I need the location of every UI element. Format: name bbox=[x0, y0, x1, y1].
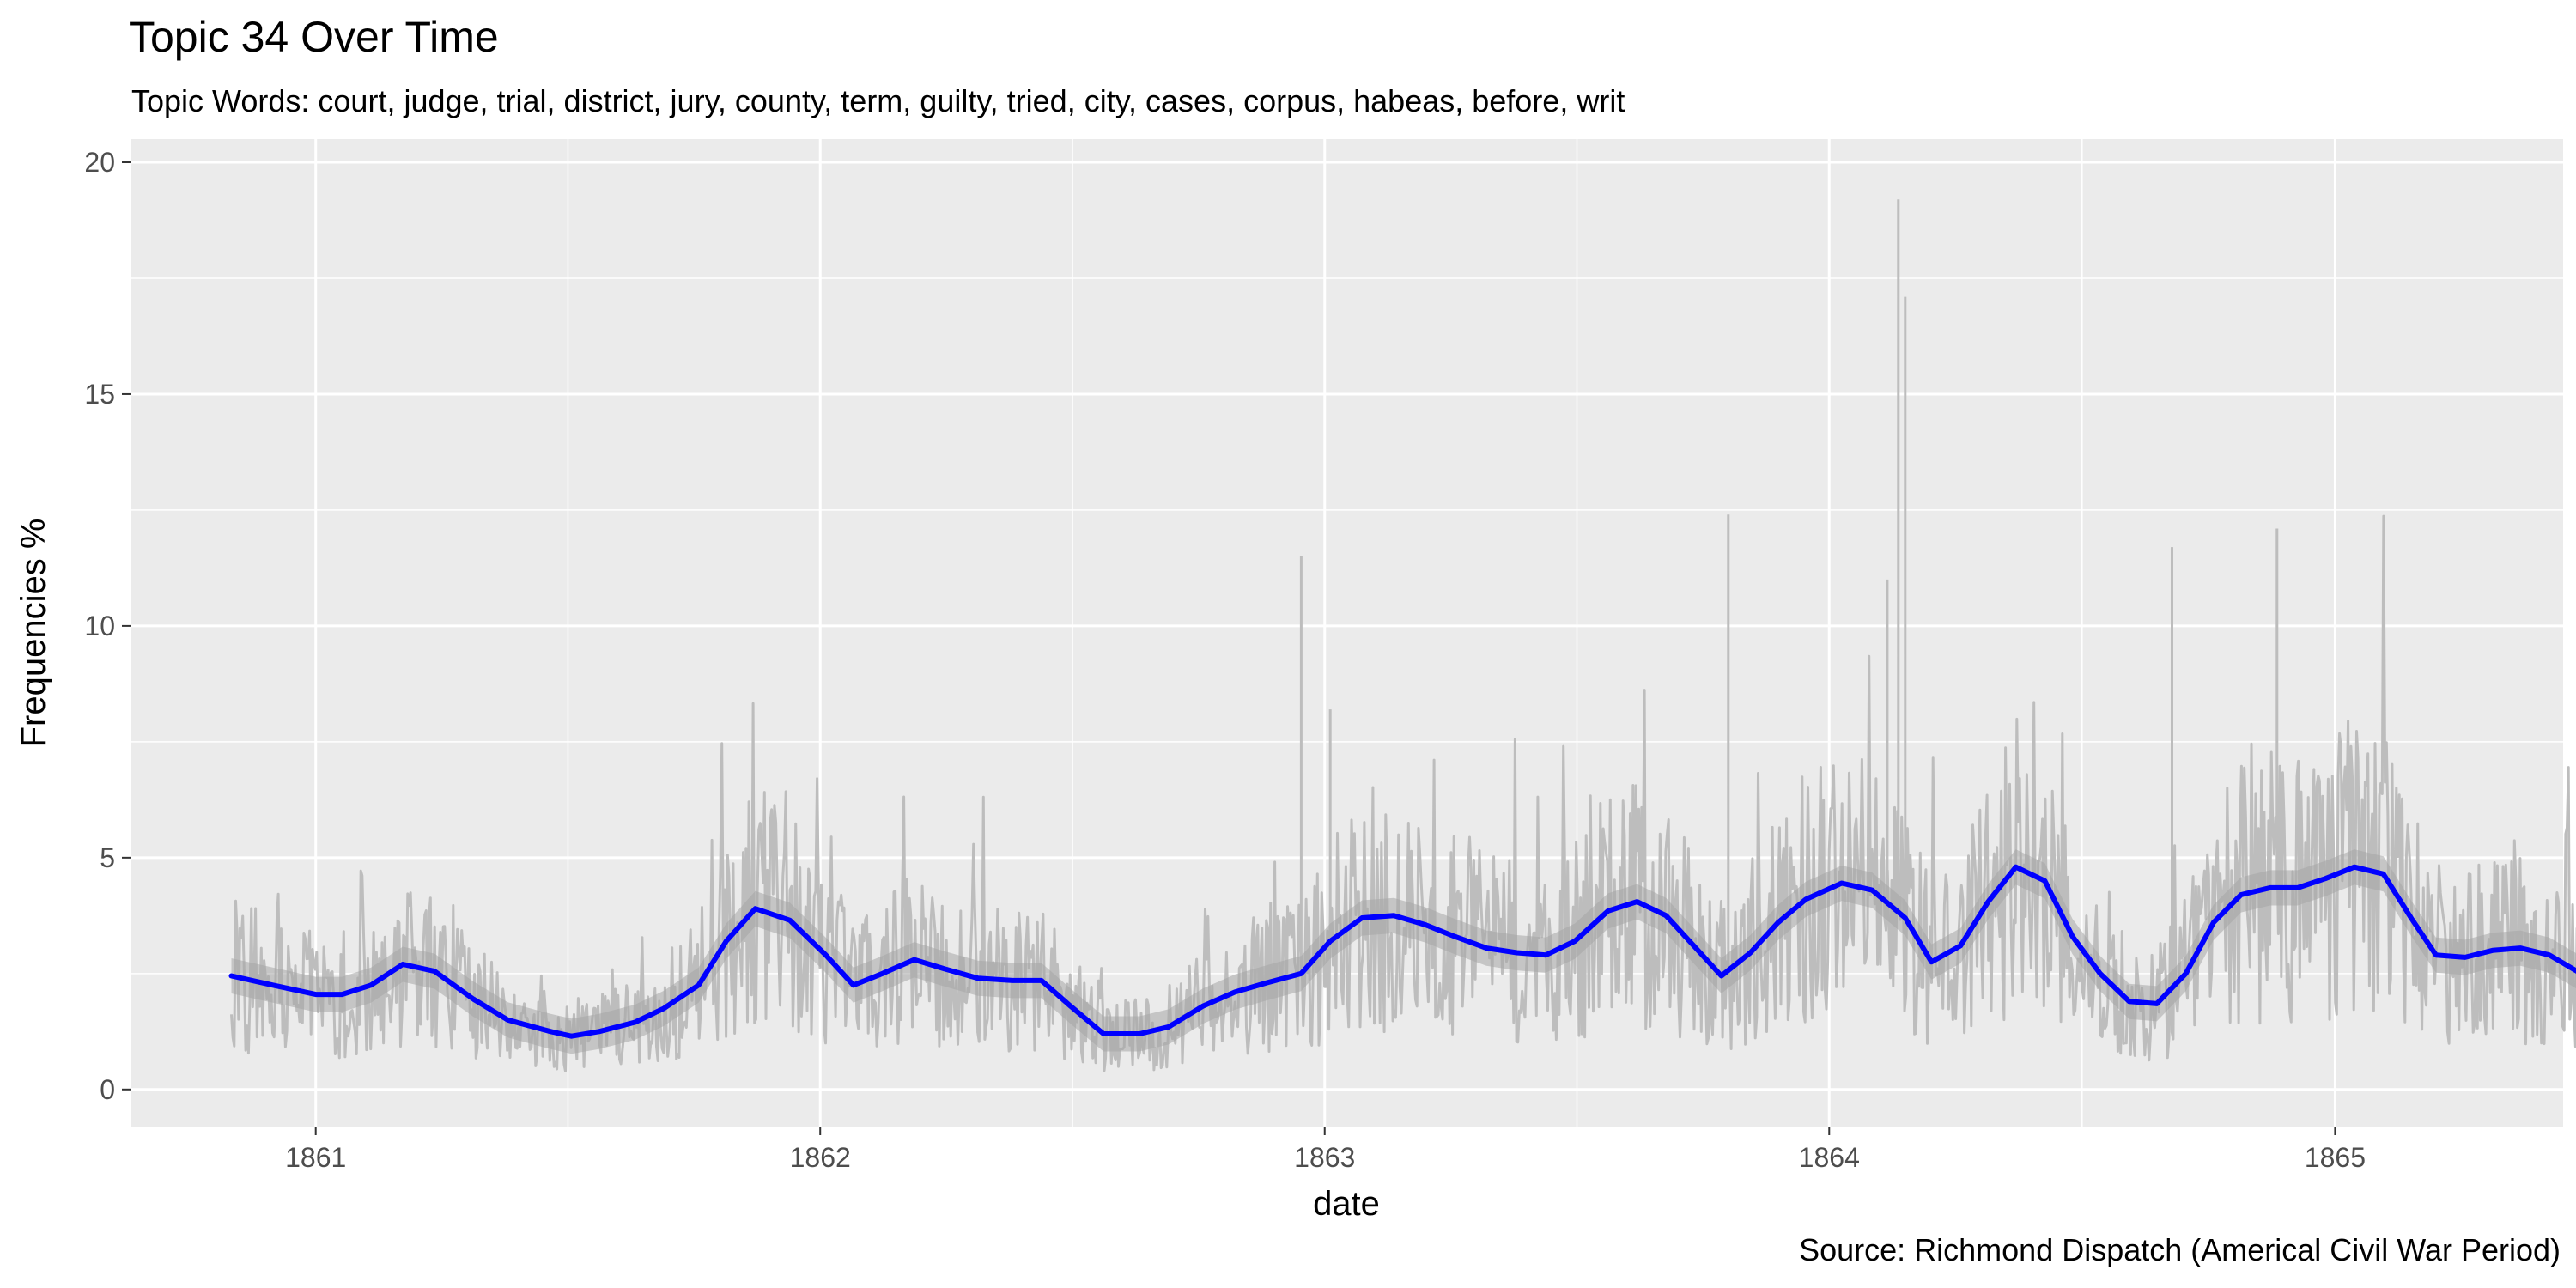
smoothed-series-line bbox=[228, 864, 2576, 1039]
y-tick-label-10: 10 bbox=[84, 611, 115, 641]
y-tick-label-20: 20 bbox=[84, 147, 115, 178]
y-tick-label-0: 0 bbox=[100, 1074, 115, 1105]
x-tick-label-1861: 1861 bbox=[285, 1142, 346, 1173]
x-tick-label-1862: 1862 bbox=[790, 1142, 851, 1173]
chart-title: Topic 34 Over Time bbox=[129, 13, 499, 61]
x-tick-label-1864: 1864 bbox=[1799, 1142, 1860, 1173]
y-tick-label-15: 15 bbox=[84, 379, 115, 410]
chart-caption: Source: Richmond Dispatch (Americal Civi… bbox=[1799, 1232, 2561, 1267]
x-tick-label-1863: 1863 bbox=[1294, 1142, 1355, 1173]
tick-layer: 1861 1862 1863 1864 1865 0 5 10 15 20 bbox=[84, 147, 2366, 1173]
y-tick-label-5: 5 bbox=[100, 842, 115, 873]
smoothed-series-layer bbox=[228, 864, 2576, 1039]
chart-subtitle: Topic Words: court, judge, trial, distri… bbox=[131, 83, 1625, 118]
y-axis-title: Frequencies % bbox=[15, 519, 52, 748]
x-axis-title: date bbox=[1313, 1185, 1380, 1223]
x-tick-label-1865: 1865 bbox=[2305, 1142, 2366, 1173]
